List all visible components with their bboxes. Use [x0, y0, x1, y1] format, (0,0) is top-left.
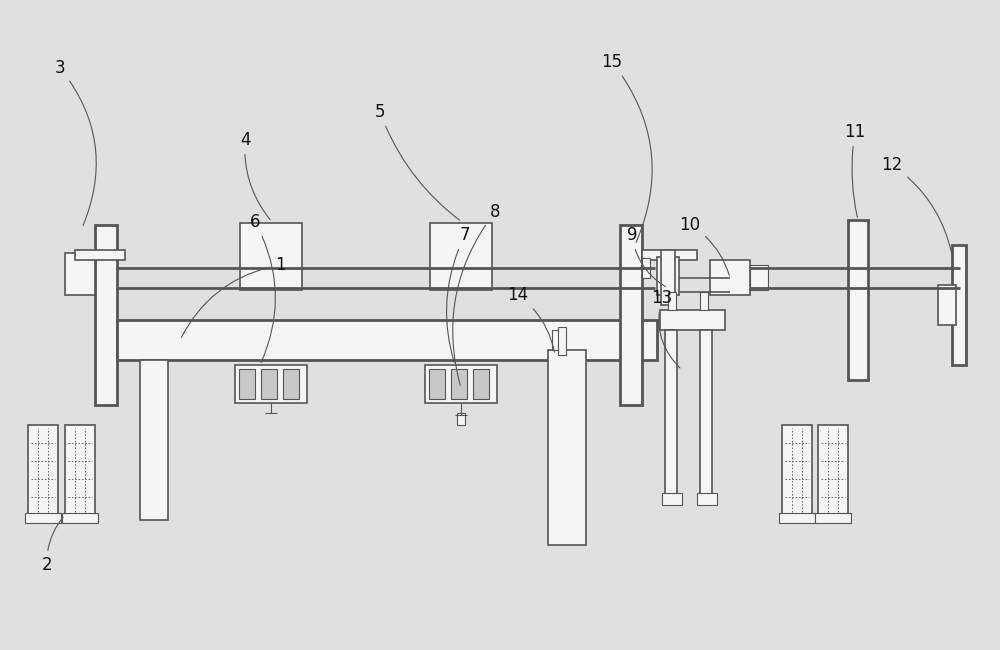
Text: 13: 13 [651, 289, 680, 368]
Bar [662, 493, 682, 505]
Bar [710, 260, 750, 295]
Bar [782, 425, 812, 515]
Bar [425, 365, 497, 403]
Bar [548, 350, 586, 545]
Bar [283, 369, 299, 399]
Text: 2: 2 [42, 517, 63, 574]
Text: 10: 10 [679, 216, 729, 276]
Bar [818, 425, 848, 515]
Bar [25, 513, 61, 523]
Text: 12: 12 [881, 156, 951, 252]
Bar [848, 220, 868, 380]
Bar [65, 425, 95, 515]
Bar [700, 330, 712, 495]
Text: 3: 3 [55, 59, 96, 226]
Bar [95, 225, 117, 405]
Text: 7: 7 [447, 226, 470, 362]
Text: 5: 5 [375, 103, 460, 220]
Bar [642, 250, 697, 260]
Bar [697, 493, 717, 505]
Bar [429, 369, 445, 399]
Bar [28, 425, 58, 515]
Bar [661, 250, 675, 305]
Text: 11: 11 [844, 123, 866, 217]
Bar [815, 513, 851, 523]
Bar [140, 360, 168, 520]
Bar [620, 225, 642, 405]
Bar [430, 223, 492, 290]
Text: 15: 15 [601, 53, 652, 242]
Bar [558, 327, 566, 355]
Bar [451, 369, 467, 399]
Bar [239, 369, 255, 399]
Text: 14: 14 [507, 286, 554, 352]
Bar [665, 330, 677, 495]
Text: 4: 4 [240, 131, 270, 220]
Text: 6: 6 [250, 213, 275, 363]
Bar [62, 513, 98, 523]
Bar [240, 223, 302, 290]
Bar [65, 253, 95, 295]
Bar [938, 285, 956, 325]
Bar [642, 258, 650, 278]
Bar [668, 292, 676, 310]
Text: 9: 9 [627, 226, 666, 287]
Bar [779, 513, 815, 523]
Text: 1: 1 [181, 256, 285, 337]
Bar [700, 292, 708, 310]
Bar [261, 369, 277, 399]
Bar [657, 257, 679, 295]
Bar [660, 310, 725, 330]
Bar [75, 250, 125, 260]
Bar [952, 245, 966, 365]
Text: 8: 8 [453, 203, 500, 385]
Bar [473, 369, 489, 399]
Bar [457, 413, 465, 425]
Bar [750, 265, 768, 290]
Bar [117, 320, 657, 360]
Bar [552, 330, 562, 350]
Bar [235, 365, 307, 403]
